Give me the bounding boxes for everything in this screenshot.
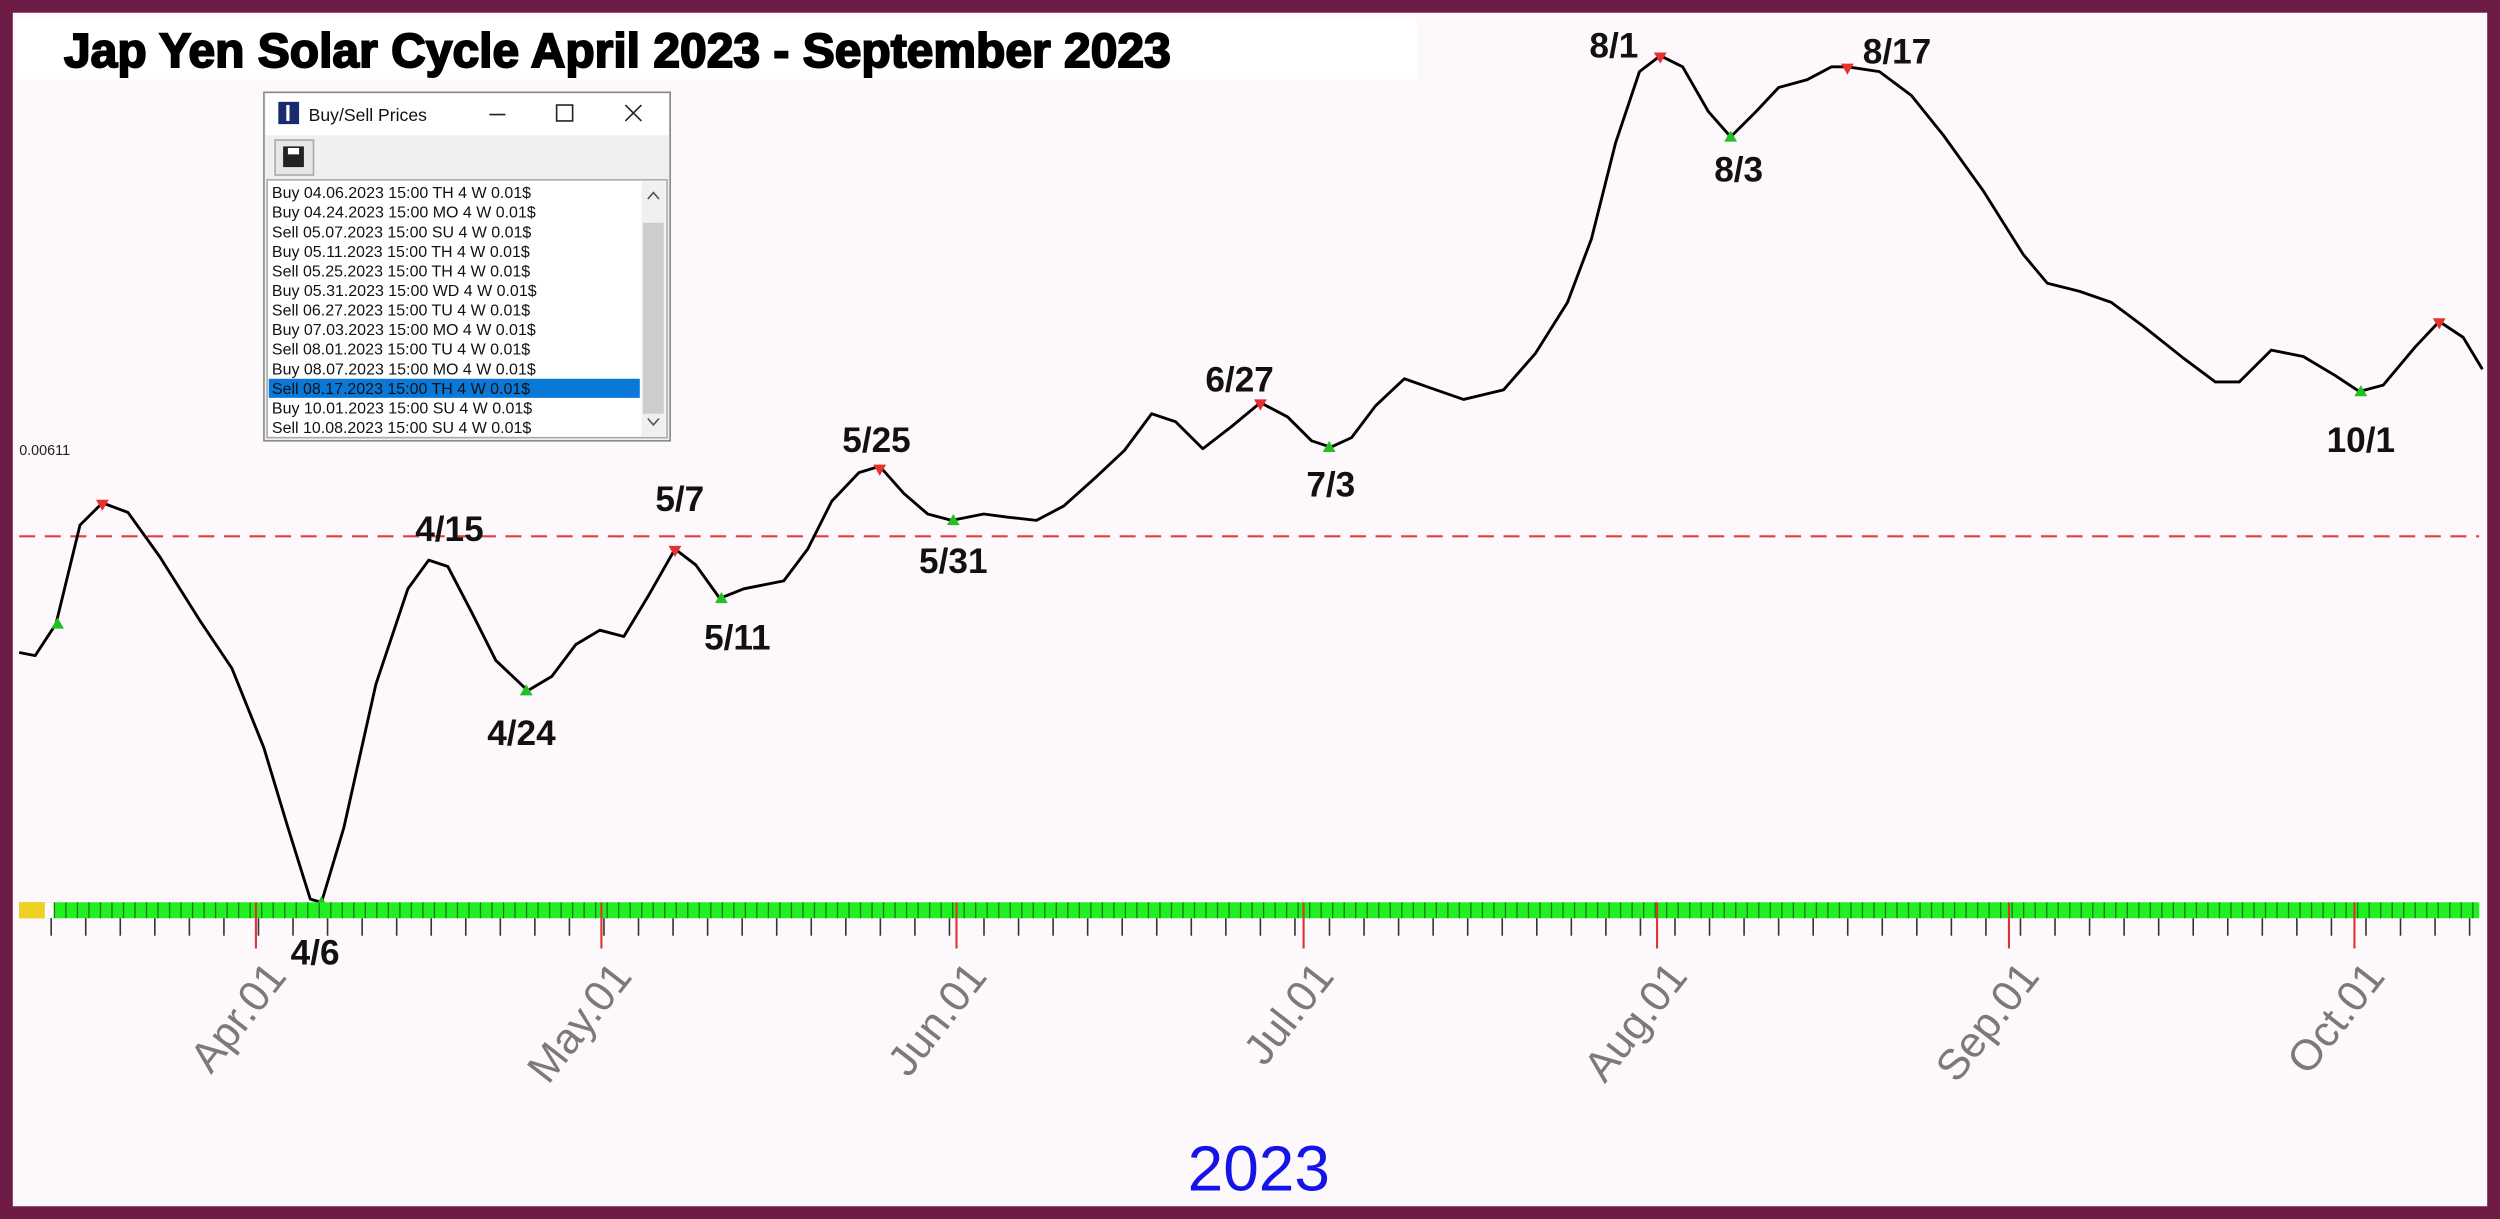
list-row[interactable]: Sell 05.07.2023 15:00 SU 4 W 0.01$ — [272, 224, 532, 241]
window-title: Buy/Sell Prices — [309, 105, 427, 125]
turning-point-label: 5/31 — [919, 542, 987, 581]
buy-marker — [1322, 440, 1336, 452]
turning-point-label: 4/24 — [487, 714, 556, 753]
sell-marker — [1653, 52, 1667, 64]
turning-point-label: 8/3 — [1714, 150, 1763, 189]
turning-point-label: 5/25 — [842, 421, 910, 460]
sell-marker — [668, 545, 682, 557]
buy-marker — [1724, 130, 1738, 142]
scroll-arrows[interactable] — [647, 191, 660, 427]
close-button[interactable] — [624, 104, 642, 122]
turning-point-label: 10/1 — [2327, 421, 2395, 460]
price-label: 0.00611 — [19, 443, 70, 459]
scroll-thumb[interactable] — [642, 222, 664, 414]
year-label: 2023 — [1188, 1133, 1330, 1205]
list-row[interactable]: Sell 05.25.2023 15:00 TH 4 W 0.01$ — [272, 263, 530, 280]
turning-point-label: 8/1 — [1589, 26, 1638, 65]
list-row[interactable]: Buy 04.06.2023 15:00 TH 4 W 0.01$ — [272, 185, 531, 202]
markers — [51, 52, 2446, 908]
turning-point-label: 4/15 — [415, 510, 483, 549]
list-row[interactable]: Buy 08.07.2023 15:00 MO 4 W 0.01$ — [272, 361, 536, 378]
list-row[interactable]: Sell 06.27.2023 15:00 TU 4 W 0.01$ — [272, 303, 530, 320]
buy-marker — [519, 684, 533, 696]
time-bar — [19, 902, 2480, 919]
time-bar-start — [19, 902, 45, 919]
title-box — [15, 19, 1418, 80]
list-row[interactable]: Sell 10.08.2023 15:00 SU 4 W 0.01$ — [272, 420, 532, 437]
labels: 4/6 4/15 4/24 5/7 5/11 5/25 5/31 6/27 7/3 8/1 8/3 8… — [291, 26, 2395, 972]
maximize-button[interactable] — [555, 104, 574, 122]
save-icon-label — [287, 147, 300, 155]
cycle-curve — [18, 54, 2484, 904]
turning-point-label: 7/3 — [1306, 466, 1355, 505]
turning-point-label: 5/7 — [655, 480, 704, 519]
list-rows: Buy 04.06.2023 15:00 TH 4 W 0.01$ Buy 04.… — [268, 185, 640, 437]
time-bar-gap — [44, 902, 55, 919]
turning-point-label: 5/11 — [704, 618, 771, 657]
buy-marker — [51, 617, 64, 629]
buy-marker — [2354, 385, 2368, 397]
list-row[interactable]: Sell 08.01.2023 15:00 TU 4 W 0.01$ — [272, 342, 530, 359]
buy-marker — [946, 514, 960, 526]
buy-marker — [714, 591, 728, 604]
sell-marker — [1253, 399, 1267, 411]
window-titlebar — [265, 93, 669, 136]
turning-point-label: 4/6 — [291, 933, 340, 972]
buy-sell-window: Buy/Sell Prices Buy 04.06.2023 15:00 TH … — [263, 91, 671, 442]
turning-point-label: 8/17 — [1863, 33, 1931, 72]
list-row[interactable]: Buy 05.11.2023 15:00 TH 4 W 0.01$ — [272, 244, 530, 261]
sell-marker — [873, 464, 887, 476]
list-row[interactable]: Buy 10.01.2023 15:00 SU 4 W 0.01$ — [272, 400, 532, 417]
sell-marker — [95, 499, 109, 511]
list-row[interactable]: Buy 07.03.2023 15:00 MO 4 W 0.01$ — [272, 322, 536, 339]
chart-title: Jap Yen Solar Cycle April 2023 - Septemb… — [64, 25, 1171, 78]
sell-marker — [1841, 63, 1854, 75]
sell-marker — [2432, 318, 2446, 330]
selected-row-highlight — [268, 378, 640, 398]
list-row[interactable]: Buy 04.24.2023 15:00 MO 4 W 0.01$ — [272, 205, 536, 222]
list-row[interactable]: Sell 08.17.2023 15:00 TH 4 W 0.01$ — [272, 381, 530, 398]
turning-point-label: 6/27 — [1205, 361, 1273, 400]
list-row[interactable]: Buy 05.31.2023 15:00 WD 4 W 0.01$ — [272, 283, 537, 300]
